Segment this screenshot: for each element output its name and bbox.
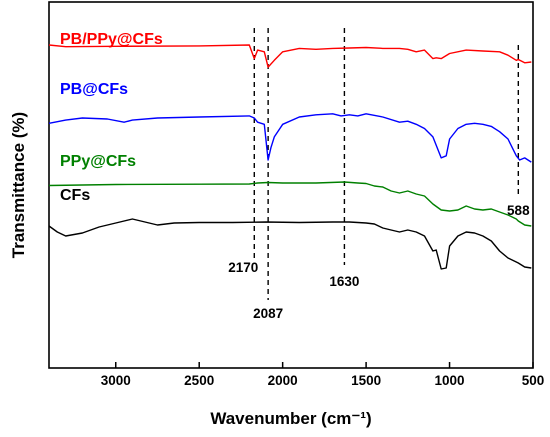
x-tick-label: 2000 [268, 373, 298, 388]
annotation-label-2170: 2170 [228, 260, 258, 275]
annotation-label-588: 588 [507, 203, 530, 218]
series-line-cfs [48, 218, 532, 270]
series-line-ppy-cfs [48, 181, 532, 227]
x-tick-label: 1000 [435, 373, 465, 388]
series-group [48, 44, 532, 270]
series-line-pb-cfs [48, 113, 532, 163]
x-tick-label: 1500 [351, 373, 381, 388]
series-label-cfs: CFs [60, 187, 90, 204]
annotation-labels: 2170 2087 1630 588 [228, 203, 530, 321]
x-tick-label: 2500 [184, 373, 214, 388]
y-axis-title: Transmittance (%) [9, 112, 28, 258]
annotation-lines [253, 28, 520, 300]
annotation-label-2087: 2087 [253, 306, 283, 321]
series-line-pb-ppy-cfs [48, 44, 532, 68]
x-tick-label: 500 [522, 373, 545, 388]
series-labels: PB/PPy@CFs PB@CFs PPy@CFs CFs [60, 31, 163, 204]
series-label-pb-ppy-cfs: PB/PPy@CFs [60, 31, 163, 48]
x-tick-label: 3000 [101, 373, 131, 388]
x-axis-title: Wavenumber (cm⁻¹) [210, 409, 371, 428]
series-label-ppy-cfs: PPy@CFs [60, 153, 136, 170]
x-axis-ticks: 3000 2500 2000 1500 1000 500 [101, 362, 545, 388]
series-label-pb-cfs: PB@CFs [60, 81, 128, 98]
annotation-label-1630: 1630 [329, 274, 359, 289]
